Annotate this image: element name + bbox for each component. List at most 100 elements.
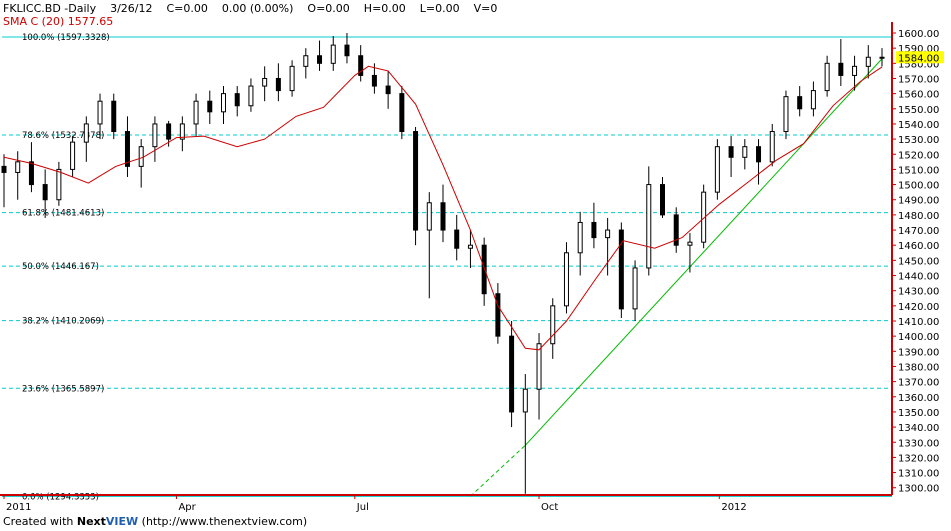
date-tick-label: Oct (541, 502, 558, 513)
candle-body (783, 96, 789, 133)
candle-body (440, 202, 446, 231)
price-tick-label: 1480.00 (898, 211, 939, 222)
candle-body (262, 77, 268, 87)
candle-body (221, 93, 226, 113)
trendline-extension (470, 444, 526, 497)
candle-body (234, 93, 240, 107)
candle-body (852, 65, 858, 76)
candle-body (824, 62, 830, 92)
price-tick-label: 1550.00 (898, 105, 939, 116)
sma-label: SMA C (20) 1577.65 (3, 15, 114, 28)
sma-polyline (3, 65, 883, 351)
candle-body (467, 244, 473, 249)
price-tick-label: 1350.00 (898, 408, 939, 419)
price-axis: 1300.00 1310.00 1320.00 1330.00 1340.00 1350.… (891, 22, 944, 495)
price-tick-label: 1570.00 (898, 74, 939, 85)
sma-header: SMA C (20) 1577.65 (3, 15, 127, 28)
candle-body (83, 123, 89, 143)
brand-view: VIEW (105, 515, 139, 528)
date-tick-label: Apr (178, 502, 196, 513)
candle-body (330, 44, 336, 64)
footer-credit: Created with NextVIEW (http://www.thenex… (3, 515, 307, 528)
candle-body (97, 100, 103, 125)
fib-label: 23.6% (1365.5897) (22, 384, 104, 394)
candle-body (550, 305, 556, 345)
sma-line (3, 65, 883, 351)
price-tick-label: 1300.00 (898, 484, 939, 495)
candle-body (673, 214, 679, 246)
price-tick-label: 1440.00 (898, 272, 939, 283)
price-tick-label: 1360.00 (898, 393, 939, 404)
candle-body (810, 90, 816, 110)
price-tick-label: 1340.00 (898, 423, 939, 434)
candle-body (371, 74, 377, 87)
candle-body (248, 85, 254, 107)
candle-body (70, 141, 76, 170)
price-tick-label: 1530.00 (898, 135, 939, 146)
candles (1, 33, 885, 494)
candle-body (289, 65, 295, 92)
price-tick-label: 1410.00 (898, 317, 939, 328)
fib-label: 78.6% (1532.7378) (22, 131, 104, 141)
trendline-segment (524, 58, 883, 446)
candle-body (865, 56, 871, 67)
candle-body (536, 343, 542, 390)
candle-body (179, 123, 185, 140)
close-value: C=0.00 (166, 2, 208, 15)
symbol-label: FKLICC.BD -Daily (3, 2, 97, 15)
candle-body (317, 55, 323, 64)
candle-body (605, 229, 611, 239)
candle-body (618, 229, 624, 310)
last-price-box (896, 51, 944, 64)
price-tick-label: 1580.00 (898, 59, 939, 70)
footer-prefix: Created with (3, 515, 77, 528)
candle-body (646, 184, 652, 269)
candle-body (495, 293, 501, 337)
price-tick-label: 1590.00 (898, 44, 939, 55)
candle-body (509, 335, 515, 413)
candle-body (207, 100, 213, 113)
candle-body (358, 55, 364, 76)
candle-body (591, 221, 597, 239)
price-tick-label: 1510.00 (898, 165, 939, 176)
candle-body (56, 168, 62, 201)
price-tick-label: 1390.00 (898, 347, 939, 358)
candle-body (769, 131, 775, 163)
candle-body (481, 244, 487, 295)
price-tick-label: 1460.00 (898, 241, 939, 252)
fib-label: 0.0% (1294.3353) (22, 492, 99, 502)
fib-label: 61.8% (1481.4613) (22, 209, 104, 219)
candle-body (756, 146, 762, 163)
chart-header: FKLICC.BD -Daily 3/26/12 C=0.00 0.00 (0.00%… (3, 2, 511, 15)
price-tick-label: 1310.00 (898, 469, 939, 480)
price-tick-label: 1420.00 (898, 302, 939, 313)
fibonacci-levels: 100.0% (1597.3328) 78.6% (1532.7378) 61.8%… (2, 33, 892, 502)
fib-label: 50.0% (1446.167) (22, 262, 99, 272)
candle-body (193, 100, 199, 125)
candle-body (413, 131, 419, 231)
candle-body (577, 221, 583, 254)
open-value: O=0.00 (307, 2, 350, 15)
price-tick-label: 1520.00 (898, 150, 939, 161)
date-tick-label: Jul (356, 502, 369, 513)
candle-body (522, 388, 528, 413)
price-tick-label: 1450.00 (898, 256, 939, 267)
candle-body (879, 56, 885, 59)
date-label: 3/26/12 (110, 2, 153, 15)
fib-label: 100.0% (1597.3328) (22, 33, 110, 43)
low-value: L=0.00 (419, 2, 460, 15)
price-tick-label: 1320.00 (898, 453, 939, 464)
candle-body (138, 146, 144, 167)
date-axis: 2011 Apr Jul Oct 2012 (0, 494, 892, 513)
volume-value: V=0 (473, 2, 498, 15)
candle-body (111, 100, 117, 133)
candle-body (275, 77, 281, 92)
candle-body (303, 55, 309, 67)
price-tick-label: 1600.00 (898, 29, 939, 40)
candle-body (714, 146, 720, 193)
price-tick-label: 1400.00 (898, 332, 939, 343)
price-tick-label: 1540.00 (898, 120, 939, 131)
last-price-label: 1584.00 (898, 53, 939, 64)
candle-body (42, 184, 48, 201)
